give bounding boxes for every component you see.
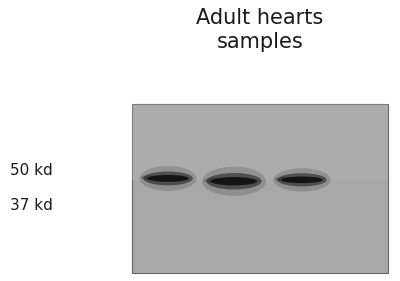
Ellipse shape <box>274 168 331 192</box>
Ellipse shape <box>202 167 266 196</box>
Bar <box>132 104 388 273</box>
Ellipse shape <box>206 173 262 189</box>
Ellipse shape <box>275 177 293 181</box>
Ellipse shape <box>140 166 197 191</box>
Text: 50 kd: 50 kd <box>10 162 53 178</box>
Ellipse shape <box>143 171 193 185</box>
Bar <box>132 104 388 180</box>
Ellipse shape <box>277 173 327 186</box>
Text: 37 kd: 37 kd <box>10 198 53 213</box>
Ellipse shape <box>147 175 189 182</box>
Ellipse shape <box>204 178 224 183</box>
Text: Adult hearts
samples: Adult hearts samples <box>196 8 324 53</box>
Ellipse shape <box>141 175 159 180</box>
Ellipse shape <box>211 177 257 185</box>
Ellipse shape <box>281 176 323 183</box>
